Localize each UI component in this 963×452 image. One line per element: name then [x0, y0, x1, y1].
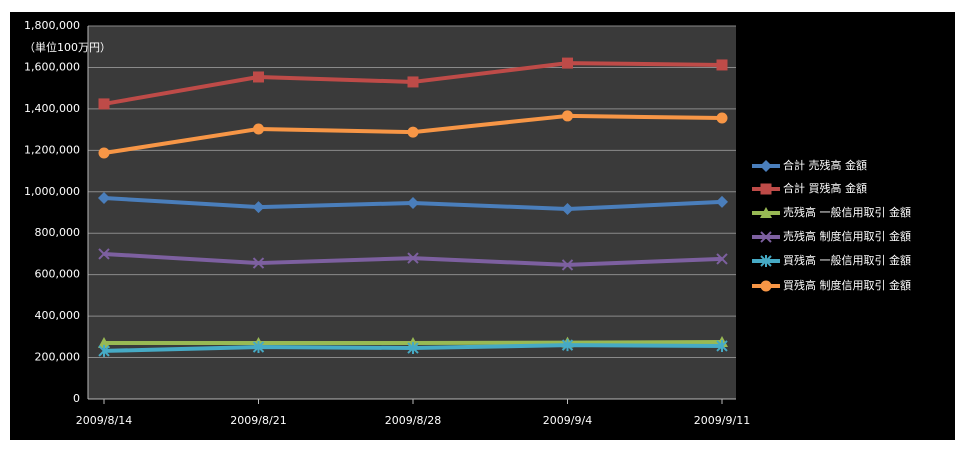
data-point	[407, 126, 419, 138]
data-point	[561, 339, 574, 352]
y-tick-label: 600,000	[35, 268, 81, 281]
x-tick-label: 2009/8/14	[76, 414, 132, 427]
unit-annotation: （単位100万円）	[24, 40, 111, 54]
legend-marker	[760, 183, 772, 195]
x-tick-label: 2009/8/21	[230, 414, 286, 427]
legend-marker	[760, 231, 772, 243]
data-point	[98, 147, 110, 159]
legend-marker	[760, 160, 772, 172]
data-point	[716, 59, 728, 71]
y-tick-label: 400,000	[35, 309, 81, 322]
y-tick-label: 0	[73, 392, 80, 405]
data-point	[716, 195, 728, 208]
legend-marker	[760, 207, 772, 218]
data-point	[253, 123, 264, 135]
legend-marker	[760, 280, 772, 292]
data-point	[561, 259, 574, 271]
data-point	[716, 339, 728, 352]
data-point	[716, 112, 728, 124]
x-tick-label: 2009/9/11	[694, 414, 750, 427]
data-point	[98, 98, 110, 110]
y-tick-label: 1,000,000	[24, 185, 80, 198]
data-point	[561, 202, 574, 215]
data-point	[407, 76, 419, 88]
data-point	[252, 201, 265, 214]
x-tick-label: 2009/8/28	[385, 414, 441, 427]
data-point	[562, 57, 573, 69]
data-point	[98, 248, 110, 260]
legend-label: 合計 売残高 金額	[783, 158, 867, 172]
y-tick-label: 1,600,000	[24, 60, 80, 73]
data-point	[252, 340, 265, 353]
legend-label: 買残高 制度信用取引 金額	[783, 278, 911, 292]
y-tick-label: 800,000	[35, 226, 81, 239]
data-point	[253, 71, 264, 83]
y-tick-label: 1,200,000	[24, 143, 80, 156]
data-point	[407, 252, 419, 264]
data-point	[252, 257, 265, 269]
legend-label: 買残高 一般信用取引 金額	[783, 253, 911, 267]
legend-marker	[760, 255, 772, 267]
data-point	[407, 196, 419, 209]
legend-label: 売残高 一般信用取引 金額	[783, 205, 911, 219]
y-tick-label: 200,000	[35, 351, 81, 364]
y-tick-label: 1,800,000	[24, 19, 80, 32]
data-point	[98, 191, 110, 204]
data-point	[716, 253, 728, 265]
x-tick-label: 2009/9/4	[543, 414, 592, 427]
data-point	[562, 110, 573, 122]
y-tick-label: 1,400,000	[24, 102, 80, 115]
legend-label: 売残高 制度信用取引 金額	[783, 229, 911, 243]
data-point	[407, 342, 419, 355]
data-point	[98, 337, 110, 349]
legend-label: 合計 買残高 金額	[783, 181, 867, 195]
data-point	[98, 344, 110, 357]
